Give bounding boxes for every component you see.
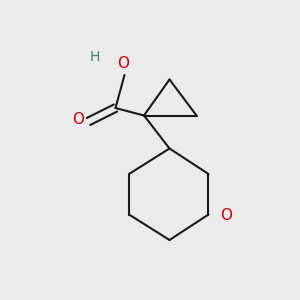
Text: O: O <box>72 112 84 128</box>
Text: O: O <box>220 208 232 223</box>
Text: O: O <box>117 56 129 70</box>
Text: H: H <box>89 50 100 64</box>
